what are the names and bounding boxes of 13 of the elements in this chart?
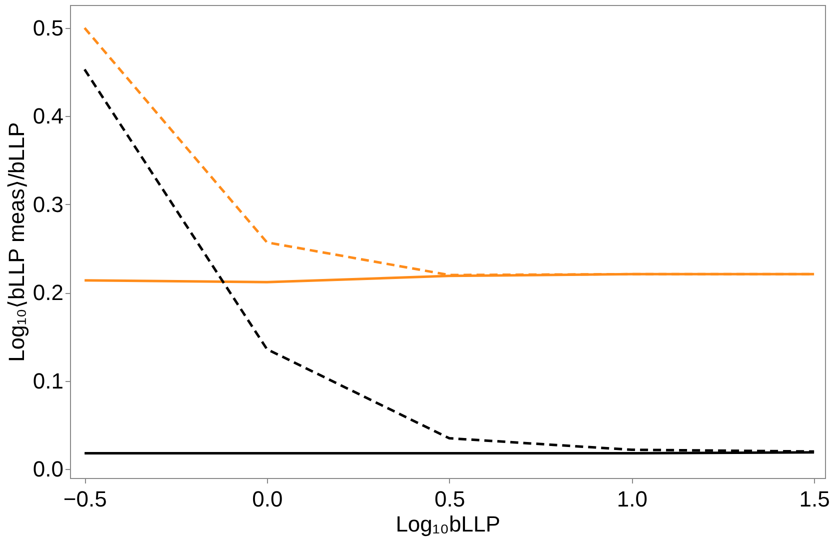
x-axis-title: Log₁₀bLLP (396, 512, 500, 536)
y-tick-label: 0.0 (32, 456, 64, 482)
y-tick-label: 0.3 (32, 192, 64, 217)
y-tick-label: 0.1 (32, 368, 64, 394)
x-tick-label: 1.0 (616, 486, 648, 512)
y-tick-label: 0.2 (32, 280, 64, 306)
x-tick-label: 1.5 (799, 486, 830, 512)
y-axis-title: Log₁₀⟨bLLP meas⟩/bLLP (4, 122, 29, 362)
x-tick-label: 0.0 (252, 486, 283, 512)
y-tick-label: 0.5 (32, 15, 64, 40)
x-tick-label: 0.5 (434, 486, 466, 512)
x-tick-label: −0.5 (63, 486, 107, 512)
y-tick-label: 0.4 (32, 104, 64, 129)
